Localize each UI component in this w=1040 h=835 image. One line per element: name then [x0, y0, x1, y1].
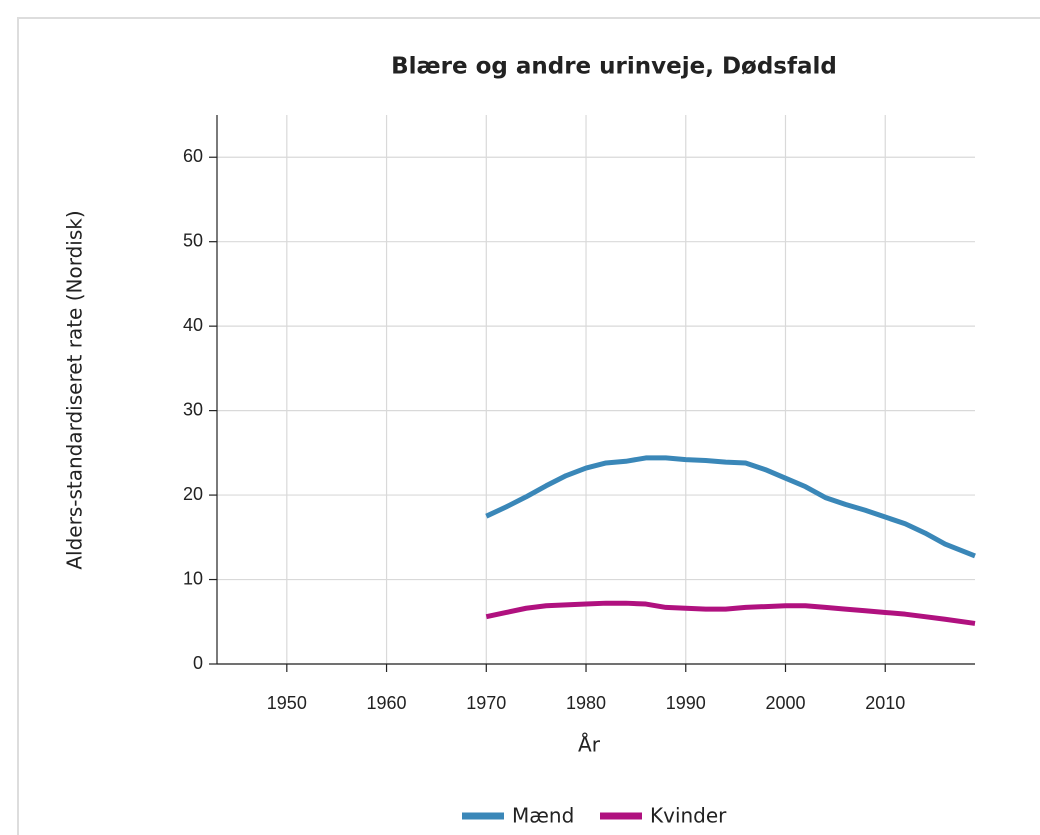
y-tick-label: 40: [183, 315, 203, 335]
y-tick-label: 60: [183, 146, 203, 166]
chart-title: Blære og andre urinveje, Dødsfald: [391, 54, 837, 80]
line: [485, 600, 976, 626]
legend-label: Kvinder: [650, 804, 727, 828]
x-tick-label: 2010: [865, 693, 905, 713]
x-tick-label: 1980: [566, 693, 606, 713]
y-tick-label: 10: [183, 568, 203, 588]
line: [485, 455, 976, 559]
x-tick-label: 1970: [466, 693, 506, 713]
x-tick-label: 2000: [765, 693, 805, 713]
x-tick-label: 1950: [267, 693, 307, 713]
y-axis-label: Alders-standardiseret rate (Nordisk): [63, 210, 87, 569]
y-tick-label: 0: [193, 653, 203, 673]
y-tick-label: 50: [183, 230, 203, 250]
x-axis-label: År: [578, 733, 601, 757]
x-tick-label: 1960: [367, 693, 407, 713]
y-tick-label: 30: [183, 399, 203, 419]
y-tick-label: 20: [183, 484, 203, 504]
legend-label: Mænd: [512, 804, 574, 828]
frame: [17, 17, 1040, 835]
x-tick-label: 1990: [666, 693, 706, 713]
